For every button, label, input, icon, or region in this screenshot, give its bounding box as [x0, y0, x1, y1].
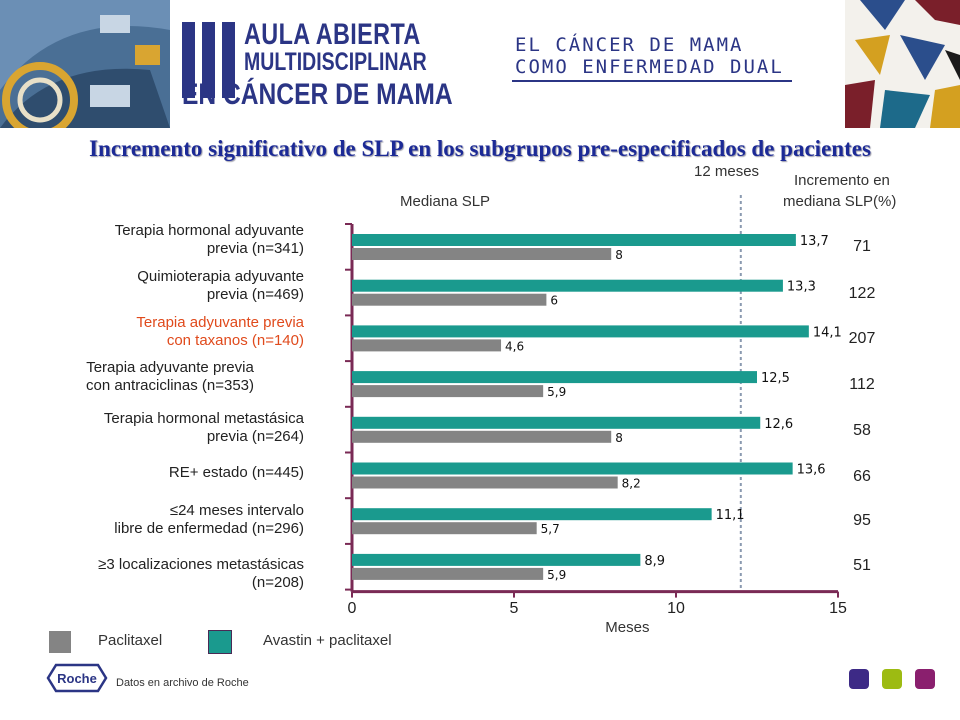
decorative-square-magenta [915, 669, 935, 689]
increment-value: 58 [853, 422, 871, 439]
data-label-avastin: 8,9 [644, 554, 665, 569]
data-label-avastin: 13,6 [797, 463, 826, 478]
bar-paclitaxel [352, 430, 612, 443]
row-label: RE+ estado (n=445) [168, 464, 304, 481]
decorative-square-purple [849, 669, 869, 689]
increment-value: 71 [853, 238, 871, 255]
bar-paclitaxel [352, 567, 544, 580]
svg-text:Roche: Roche [57, 671, 97, 686]
roche-logo: Roche [46, 663, 108, 693]
increment-header-line-2: mediana SLP(%) [783, 193, 897, 210]
x-tick-label: 0 [348, 600, 357, 617]
data-label-paclitaxel: 5,9 [547, 385, 566, 399]
conference-underline [512, 80, 792, 82]
row-label: ≤24 meses intervalo libre de enfermedad (… [114, 502, 304, 537]
legend-swatch-avastin [208, 630, 232, 654]
legend-swatch-paclitaxel [49, 631, 71, 653]
x-tick-label: 5 [510, 600, 519, 617]
row-label: Quimioterapia adyuvante previa (n=469) [137, 268, 304, 303]
bar-avastin-paclitaxel [352, 416, 761, 429]
increment-header-line-1: Incremento en [794, 172, 890, 189]
x-axis-title: Meses [605, 619, 649, 636]
bar-paclitaxel [352, 339, 502, 352]
footer-note: Datos en archivo de Roche [116, 677, 249, 689]
legend-label-paclitaxel: Paclitaxel [98, 632, 163, 649]
bar-paclitaxel [352, 385, 544, 398]
conference-title-line-1: EL CÁNCER DE MAMA [515, 34, 744, 56]
slide-title: Incremento significativo de SLP en los s… [89, 136, 871, 161]
data-label-avastin: 13,3 [787, 280, 816, 295]
bar-avastin-paclitaxel [352, 508, 712, 521]
data-label-paclitaxel: 6 [550, 294, 558, 308]
bar-avastin-paclitaxel [352, 234, 796, 246]
data-label-avastin: 14,1 [813, 325, 842, 340]
bar-paclitaxel [352, 476, 618, 489]
increment-value: 207 [848, 330, 876, 347]
data-label-avastin: 13,7 [800, 234, 829, 249]
logo-line-2: MULTIDISCIPLINAR [244, 48, 427, 76]
reference-line-label: 12 meses [694, 163, 760, 180]
data-label-paclitaxel: 8 [615, 248, 623, 262]
increment-value: 66 [853, 468, 871, 485]
decorative-square-green [882, 669, 902, 689]
legend-label-avastin: Avastin + paclitaxel [263, 632, 392, 649]
row-label: Terapia hormonal adyuvante previa (n=341) [114, 222, 304, 257]
chart-title: Mediana SLP [400, 193, 491, 210]
data-label-paclitaxel: 5,9 [547, 568, 566, 582]
data-label-paclitaxel: 8,2 [622, 477, 641, 491]
bar-paclitaxel [352, 248, 612, 260]
mosaic-decoration-right [845, 0, 960, 128]
logo-line-3: EN CÁNCER DE MAMA [182, 78, 453, 111]
x-tick-label: 10 [667, 600, 685, 617]
increment-value: 112 [849, 376, 875, 393]
data-label-avastin: 12,6 [764, 417, 793, 432]
data-label-paclitaxel: 4,6 [505, 339, 524, 353]
bar-avastin-paclitaxel [352, 279, 783, 292]
logo-line-1: AULA ABIERTA [244, 18, 421, 51]
increment-value: 122 [848, 285, 876, 302]
increment-value: 95 [853, 512, 871, 529]
mosaic-decoration-left [0, 0, 170, 128]
header-banner: AULA ABIERTA MULTIDISCIPLINAR EN CÁNCER … [0, 0, 960, 128]
bar-avastin-paclitaxel [352, 325, 809, 338]
data-label-avastin: 12,5 [761, 371, 790, 386]
row-label: ≥3 localizaciones metastásicas (n=208) [98, 556, 304, 591]
row-label: Terapia adyuvante previa con antraciclina… [85, 359, 254, 394]
data-label-paclitaxel: 8 [615, 431, 623, 445]
conference-title-line-2: COMO ENFERMEDAD DUAL [515, 56, 784, 78]
increment-value: 51 [853, 557, 871, 574]
data-label-paclitaxel: 5,7 [541, 522, 560, 536]
data-label-avastin: 11,1 [716, 508, 745, 523]
bar-avastin-paclitaxel [352, 371, 757, 384]
bar-paclitaxel [352, 293, 547, 306]
row-label-highlighted: Terapia adyuvante previa con taxanos (n=1… [136, 314, 304, 349]
x-tick-label: 15 [829, 600, 847, 617]
bar-avastin-paclitaxel [352, 462, 793, 475]
row-label: Terapia hormonal metastásica previa (n=26… [103, 410, 304, 445]
bar-paclitaxel [352, 522, 537, 535]
bar-avastin-paclitaxel [352, 553, 641, 566]
